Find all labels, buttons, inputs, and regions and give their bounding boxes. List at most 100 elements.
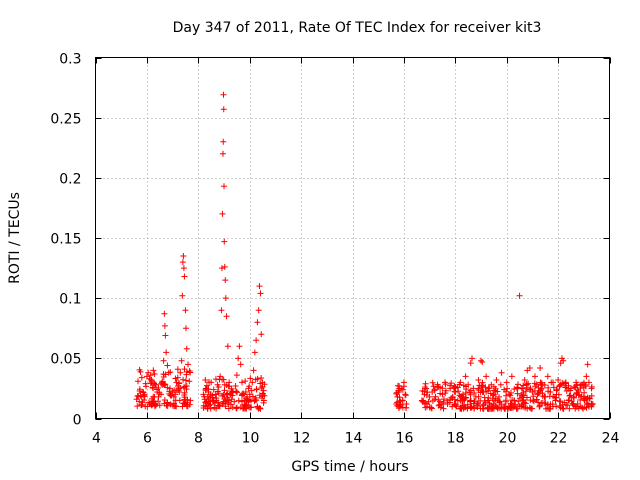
data-point xyxy=(488,381,495,388)
data-point xyxy=(530,397,537,404)
data-point xyxy=(530,398,537,405)
data-point xyxy=(485,397,492,404)
data-point xyxy=(539,381,546,388)
data-point xyxy=(219,150,226,157)
data-point xyxy=(399,404,406,411)
data-point xyxy=(259,390,266,397)
data-point xyxy=(246,391,253,398)
data-point xyxy=(224,390,231,397)
data-point xyxy=(150,398,157,405)
data-point xyxy=(449,403,456,410)
data-point xyxy=(168,392,175,399)
data-point xyxy=(250,367,257,374)
data-point xyxy=(429,379,436,386)
data-point xyxy=(206,398,213,405)
data-point xyxy=(476,382,483,389)
data-point xyxy=(180,265,187,272)
data-point xyxy=(436,398,443,405)
data-point xyxy=(465,381,472,388)
data-point xyxy=(542,393,549,400)
data-point xyxy=(520,382,527,389)
data-point xyxy=(448,380,455,387)
x-axis-label: GPS time / hours xyxy=(291,459,408,475)
data-point xyxy=(163,349,170,356)
data-point xyxy=(462,373,469,380)
data-point xyxy=(221,238,228,245)
data-point xyxy=(183,386,190,393)
data-point xyxy=(451,383,458,390)
y-tick-label: 0 xyxy=(73,413,82,429)
axis-ticks xyxy=(95,57,611,420)
data-point xyxy=(220,106,227,113)
data-point xyxy=(213,395,220,402)
data-point xyxy=(182,307,189,314)
data-point xyxy=(233,405,240,412)
data-point xyxy=(159,378,166,385)
data-point xyxy=(421,391,428,398)
data-point xyxy=(444,401,451,408)
data-point xyxy=(424,401,431,408)
data-point xyxy=(256,283,263,290)
data-point xyxy=(589,401,596,408)
data-point xyxy=(177,369,184,376)
data-point xyxy=(457,405,464,412)
data-point xyxy=(402,392,409,399)
data-point xyxy=(480,389,487,396)
data-point xyxy=(203,385,210,392)
data-point xyxy=(515,398,522,405)
data-point xyxy=(181,400,188,407)
data-point xyxy=(454,397,461,404)
data-point xyxy=(224,343,231,350)
data-point xyxy=(403,401,410,408)
data-point xyxy=(469,355,476,362)
data-point xyxy=(526,364,533,371)
data-point xyxy=(257,405,264,412)
data-point xyxy=(251,349,258,356)
data-point xyxy=(253,386,260,393)
data-point xyxy=(141,391,148,398)
data-point xyxy=(161,322,168,329)
data-point xyxy=(519,397,526,404)
data-point xyxy=(222,403,229,410)
data-point xyxy=(580,393,587,400)
data-point xyxy=(422,383,429,390)
data-point xyxy=(529,405,536,412)
data-point xyxy=(204,405,211,412)
data-point xyxy=(531,373,538,380)
data-point xyxy=(461,396,468,403)
data-point xyxy=(556,383,563,390)
chart-title: Day 347 of 2011, Rate Of TEC Index for r… xyxy=(173,20,542,36)
data-point xyxy=(233,372,240,379)
data-point xyxy=(440,399,447,406)
data-point xyxy=(538,385,545,392)
data-point xyxy=(508,373,515,380)
data-point xyxy=(457,379,464,386)
data-point xyxy=(259,379,266,386)
data-point xyxy=(442,379,449,386)
data-point xyxy=(173,379,180,386)
data-point xyxy=(400,379,407,386)
data-point xyxy=(136,366,143,373)
data-point xyxy=(452,389,459,396)
x-tick-label: 6 xyxy=(143,431,152,447)
data-point xyxy=(485,385,492,392)
data-point xyxy=(160,357,167,364)
data-point xyxy=(248,404,255,411)
data-point xyxy=(516,292,523,299)
data-point xyxy=(258,331,265,338)
data-point xyxy=(501,386,508,393)
data-point xyxy=(573,379,580,386)
data-point xyxy=(212,391,219,398)
data-point xyxy=(539,399,546,406)
data-point xyxy=(160,374,167,381)
data-point xyxy=(181,394,188,401)
data-point xyxy=(470,385,477,392)
data-point xyxy=(559,401,566,408)
data-point xyxy=(242,378,249,385)
data-point xyxy=(449,393,456,400)
data-point xyxy=(249,379,256,386)
data-point xyxy=(186,368,193,375)
data-point xyxy=(173,403,180,410)
data-point xyxy=(440,405,447,412)
data-point xyxy=(147,372,154,379)
